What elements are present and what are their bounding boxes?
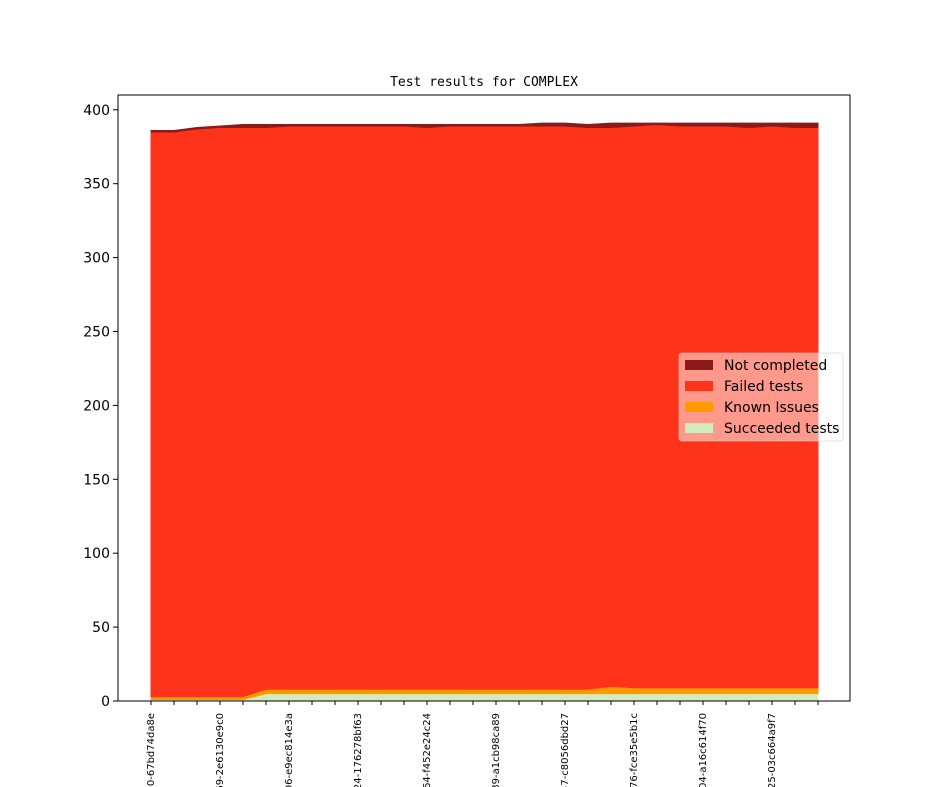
x-tick-label: 04-a16c614f70	[698, 713, 709, 787]
plot-frame	[117, 94, 851, 702]
y-tick-label: 200	[83, 398, 110, 414]
legend-label: Failed tests	[724, 379, 803, 395]
x-tick-label: 25-03c664a9f7	[767, 713, 778, 787]
x-tick-label: 47-c8056dbd27	[560, 713, 571, 787]
x-tick-label: 89-a1cb98ca89	[491, 713, 502, 787]
legend-label: Known Issues	[724, 400, 819, 416]
x-tick-label: 50-67bd74da8e	[146, 713, 157, 787]
chart-title: Test results for COMPLEX	[390, 75, 578, 90]
x-tick-label: 76-fce35e5b1c	[629, 713, 640, 787]
y-tick-label: 300	[83, 251, 110, 267]
x-tick-label: 69-2e6130e9c0	[215, 713, 226, 787]
areas-layer	[150, 122, 819, 702]
y-tick-label: 400	[83, 103, 110, 119]
legend-swatch	[685, 381, 713, 391]
x-tick-label: 24-176278bf63	[353, 713, 364, 787]
legend: Not completed Failed tests Known Issues Suc…	[678, 352, 844, 442]
y-tick-label: 0	[101, 694, 110, 710]
y-tick-label: 100	[83, 546, 110, 562]
y-tick-label: 350	[83, 177, 110, 193]
x-axis: 50-67bd74da8e 69-2e6130e9c0 06-e9ec814e3a 2…	[146, 701, 819, 787]
y-tick-label: 50	[92, 620, 110, 636]
legend-box	[678, 352, 844, 442]
legend-swatch	[685, 402, 713, 412]
legend-label: Not completed	[724, 358, 827, 374]
y-tick-label: 150	[83, 472, 110, 488]
x-tick-label: 64-f452e24c24	[422, 713, 433, 787]
area-not-completed	[150, 122, 819, 133]
x-tick-label: 06-e9ec814e3a	[284, 713, 295, 787]
y-tick-label: 250	[83, 324, 110, 340]
legend-swatch	[685, 423, 713, 433]
legend-label: Succeeded tests	[724, 421, 839, 437]
y-axis: 0 50 100 150 200 250 300 350 400	[83, 103, 118, 710]
legend-swatch	[685, 360, 713, 370]
